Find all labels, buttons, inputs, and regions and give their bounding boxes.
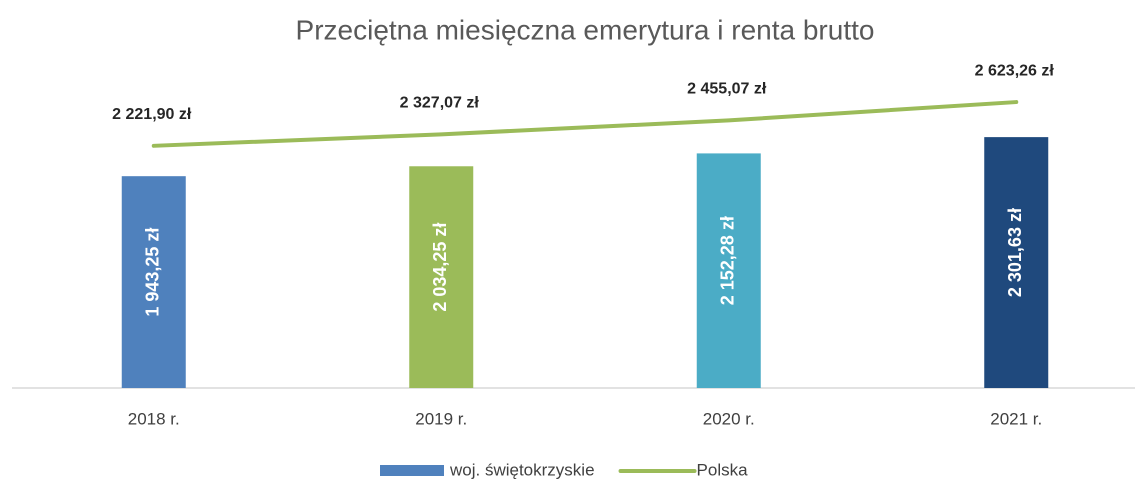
line-value-label: 2 623,26 zł (975, 62, 1055, 79)
bar-value-label: 1 943,25 zł (143, 228, 163, 317)
x-tick-label: 2019 r. (415, 409, 467, 428)
chart-title: Przeciętna miesięczna emerytura i renta … (296, 14, 875, 45)
bar-value-label: 2 152,28 zł (718, 216, 738, 305)
bar-value-label: 2 301,63 zł (1005, 208, 1025, 297)
line (151, 100, 1019, 148)
legend-label: Polska (697, 460, 749, 479)
bar-value-label: 2 034,25 zł (430, 223, 450, 312)
bar (121, 176, 186, 388)
x-tick-label: 2021 r. (990, 409, 1042, 428)
x-tick-label: 2018 r. (128, 409, 180, 428)
bar (409, 166, 474, 388)
legend-label: woj. świętokrzyskie (449, 460, 595, 479)
x-tick-label: 2020 r. (703, 409, 755, 428)
bar (696, 153, 761, 388)
line-value-label: 2 327,07 zł (400, 95, 480, 112)
line-value-label: 2 221,90 zł (112, 106, 192, 123)
legend-swatch (380, 465, 444, 476)
bar (984, 137, 1049, 388)
line-value-label: 2 455,07 zł (687, 81, 767, 98)
